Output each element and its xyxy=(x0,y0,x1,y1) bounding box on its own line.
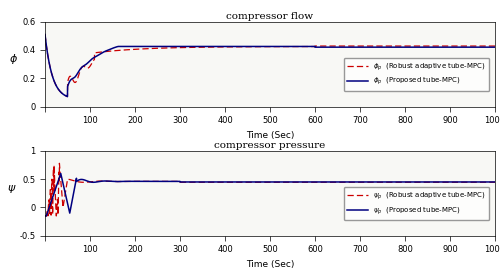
Y-axis label: ϕ: ϕ xyxy=(10,54,18,64)
Title: compressor pressure: compressor pressure xyxy=(214,141,326,150)
$\psi_p$  (Robust adaptive tube-MPC) xyxy=(42,214,48,218)
$\phi_p$  (Proposed tube-MPC) xyxy=(492,46,498,49)
$\phi_p$  (Robust adaptive tube-MPC) xyxy=(64,95,70,98)
$\psi_p$  (Robust adaptive tube-MPC) xyxy=(328,181,334,184)
Line: $\psi_p$  (Proposed tube-MPC): $\psi_p$ (Proposed tube-MPC) xyxy=(45,173,495,216)
$\psi_p$  (Proposed tube-MPC) xyxy=(400,180,406,183)
$\psi_p$  (Robust adaptive tube-MPC) xyxy=(400,181,406,184)
$\psi_p$  (Proposed tube-MPC) xyxy=(308,180,314,183)
$\phi_p$  (Robust adaptive tube-MPC) xyxy=(42,33,48,36)
$\psi_p$  (Robust adaptive tube-MPC) xyxy=(64,178,70,181)
$\phi_p$  (Proposed tube-MPC) xyxy=(400,46,406,49)
$\phi_p$  (Proposed tube-MPC) xyxy=(328,46,334,49)
Line: $\phi_p$  (Robust adaptive tube-MPC): $\phi_p$ (Robust adaptive tube-MPC) xyxy=(45,34,495,96)
$\phi_p$  (Robust adaptive tube-MPC) xyxy=(64,80,70,83)
$\psi_p$  (Robust adaptive tube-MPC) xyxy=(205,181,211,184)
$\psi_p$  (Robust adaptive tube-MPC) xyxy=(56,162,62,165)
$\psi_p$  (Proposed tube-MPC) xyxy=(328,180,334,183)
$\phi_p$  (Proposed tube-MPC) xyxy=(376,46,382,49)
$\psi_p$  (Robust adaptive tube-MPC) xyxy=(308,181,314,184)
Line: $\psi_p$  (Robust adaptive tube-MPC): $\psi_p$ (Robust adaptive tube-MPC) xyxy=(45,163,495,216)
$\psi_p$  (Robust adaptive tube-MPC) xyxy=(376,181,382,184)
$\phi_p$  (Proposed tube-MPC) xyxy=(64,85,70,88)
X-axis label: Time (Sec): Time (Sec) xyxy=(246,260,294,269)
Line: $\phi_p$  (Proposed tube-MPC): $\phi_p$ (Proposed tube-MPC) xyxy=(45,34,495,96)
$\psi_p$  (Proposed tube-MPC) xyxy=(64,202,70,206)
$\phi_p$  (Robust adaptive tube-MPC) xyxy=(308,45,314,48)
$\phi_p$  (Robust adaptive tube-MPC) xyxy=(400,44,406,48)
X-axis label: Time (Sec): Time (Sec) xyxy=(246,131,294,140)
$\phi_p$  (Proposed tube-MPC) xyxy=(64,95,70,98)
$\phi_p$  (Robust adaptive tube-MPC) xyxy=(328,44,334,48)
Y-axis label: ψ: ψ xyxy=(7,183,14,193)
$\phi_p$  (Robust adaptive tube-MPC) xyxy=(492,44,498,48)
$\phi_p$  (Proposed tube-MPC) xyxy=(205,45,211,48)
$\psi_p$  (Proposed tube-MPC) xyxy=(376,180,382,183)
Legend: $\psi_p$  (Robust adaptive tube-MPC), $\psi_p$  (Proposed tube-MPC): $\psi_p$ (Robust adaptive tube-MPC), $\p… xyxy=(344,187,490,220)
$\phi_p$  (Robust adaptive tube-MPC) xyxy=(205,46,211,49)
Title: compressor flow: compressor flow xyxy=(226,12,314,21)
$\psi_p$  (Proposed tube-MPC) xyxy=(58,172,64,175)
$\psi_p$  (Proposed tube-MPC) xyxy=(42,214,48,218)
$\phi_p$  (Proposed tube-MPC) xyxy=(308,45,314,48)
$\phi_p$  (Robust adaptive tube-MPC) xyxy=(376,44,382,48)
$\phi_p$  (Proposed tube-MPC) xyxy=(42,33,48,36)
$\psi_p$  (Proposed tube-MPC) xyxy=(205,180,211,183)
Legend: $\phi_p$  (Robust adaptive tube-MPC), $\phi_p$  (Proposed tube-MPC): $\phi_p$ (Robust adaptive tube-MPC), $\p… xyxy=(344,58,490,91)
$\psi_p$  (Robust adaptive tube-MPC) xyxy=(492,181,498,184)
$\psi_p$  (Proposed tube-MPC) xyxy=(492,180,498,183)
